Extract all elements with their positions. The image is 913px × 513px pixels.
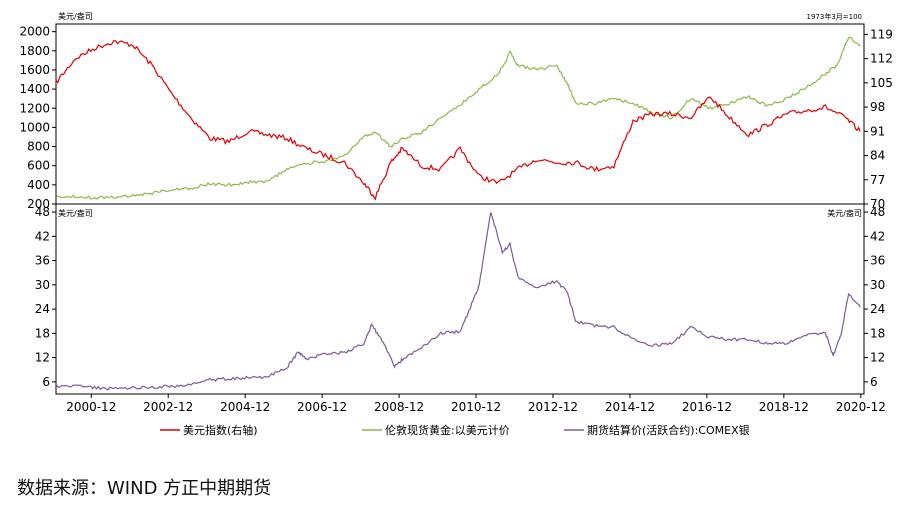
series-line-gold bbox=[55, 36, 861, 200]
silver-axis-left-tick-label: 30 bbox=[35, 278, 50, 292]
source-note: 数据来源：WIND 方正中期期货 bbox=[17, 478, 272, 499]
x-tick-label: 2018-12 bbox=[759, 400, 809, 414]
gold-axis-tick-label: 800 bbox=[27, 140, 50, 154]
bottom-left-unit: 美元/盎司 bbox=[58, 208, 93, 218]
silver-axis-right-tick-label: 12 bbox=[870, 351, 885, 365]
legend-label-usd: 美元指数(右轴) bbox=[183, 423, 258, 437]
usd-axis-tick-label: 112 bbox=[870, 52, 893, 66]
gold-axis-tick-label: 1800 bbox=[19, 44, 50, 58]
x-axis: 2000-12 2002-12 2004-12 2006-12 2008-12 2010-… bbox=[66, 394, 886, 414]
silver-axis-left-tick-label: 12 bbox=[35, 351, 50, 365]
silver-axis-right-tick-label: 36 bbox=[870, 254, 885, 268]
silver-axis-left-tick-label: 6 bbox=[42, 375, 50, 389]
usd-axis-tick-label: 84 bbox=[870, 149, 885, 163]
usd-axis-tick-label: 119 bbox=[870, 27, 893, 41]
top-right-axis: 70 77 84 91 98 105 112 119 bbox=[864, 27, 893, 211]
silver-axis-left-tick-label: 48 bbox=[35, 205, 50, 219]
gold-axis-tick-label: 1000 bbox=[19, 120, 50, 134]
gold-axis-tick-label: 400 bbox=[27, 178, 50, 192]
bottom-left-axis: 6 12 18 24 30 36 42 48 bbox=[35, 205, 56, 389]
gold-axis-tick-label: 2000 bbox=[19, 25, 50, 39]
silver-axis-left-tick-label: 42 bbox=[35, 229, 50, 243]
legend: 美元指数(右轴) 伦敦现货黄金:以美元计价 期货结算价(活跃合约):COMEX银 bbox=[160, 423, 750, 437]
gold-axis-tick-label: 1600 bbox=[19, 63, 50, 77]
gold-axis-tick-label: 200 bbox=[27, 197, 50, 211]
silver-axis-right-tick-label: 18 bbox=[870, 326, 885, 340]
silver-axis-left-tick-label: 24 bbox=[35, 302, 50, 316]
x-tick-label: 2012-12 bbox=[528, 400, 578, 414]
usd-axis-tick-label: 91 bbox=[870, 124, 885, 138]
bottom-panel-frame bbox=[55, 203, 865, 395]
x-tick-label: 2000-12 bbox=[66, 400, 116, 414]
gold-axis-tick-label: 600 bbox=[27, 159, 50, 173]
silver-axis-left-tick-label: 18 bbox=[35, 326, 50, 340]
x-tick-label: 2010-12 bbox=[451, 400, 501, 414]
series-line-usd-index bbox=[55, 40, 861, 201]
x-tick-label: 2004-12 bbox=[220, 400, 270, 414]
gold-axis-tick-label: 1200 bbox=[19, 101, 50, 115]
top-left-axis: 200 400 600 800 1000 1200 1400 1600 1800 2000 bbox=[19, 25, 56, 211]
x-tick-label: 2014-12 bbox=[605, 400, 655, 414]
silver-axis-right-tick-label: 48 bbox=[870, 205, 885, 219]
x-tick-label: 2020-12 bbox=[836, 400, 886, 414]
legend-label-silver: 期货结算价(活跃合约):COMEX银 bbox=[587, 423, 750, 437]
legend-label-gold: 伦敦现货黄金:以美元计价 bbox=[385, 423, 510, 437]
silver-axis-right-tick-label: 30 bbox=[870, 278, 885, 292]
series-line-silver bbox=[55, 212, 861, 391]
bottom-right-unit: 美元/盎司 bbox=[827, 208, 862, 218]
x-tick-label: 2006-12 bbox=[297, 400, 347, 414]
silver-axis-left-tick-label: 36 bbox=[35, 254, 50, 268]
usd-axis-tick-label: 105 bbox=[870, 76, 893, 90]
silver-axis-right-tick-label: 24 bbox=[870, 302, 885, 316]
top-left-unit: 美元/盎司 bbox=[58, 11, 93, 21]
gold-axis-tick-label: 1400 bbox=[19, 82, 50, 96]
bottom-right-axis: 6 12 18 24 30 36 42 48 bbox=[864, 205, 885, 389]
usd-axis-tick-label: 77 bbox=[870, 173, 885, 187]
x-tick-label: 2002-12 bbox=[143, 400, 193, 414]
top-right-unit: 1973年3月=100 bbox=[807, 12, 863, 21]
top-panel-frame bbox=[55, 23, 865, 205]
x-tick-label: 2016-12 bbox=[682, 400, 732, 414]
usd-axis-tick-label: 70 bbox=[870, 197, 885, 211]
silver-axis-right-tick-label: 42 bbox=[870, 229, 885, 243]
x-tick-label: 2008-12 bbox=[374, 400, 424, 414]
usd-axis-tick-label: 98 bbox=[870, 100, 885, 114]
silver-axis-right-tick-label: 6 bbox=[870, 375, 878, 389]
